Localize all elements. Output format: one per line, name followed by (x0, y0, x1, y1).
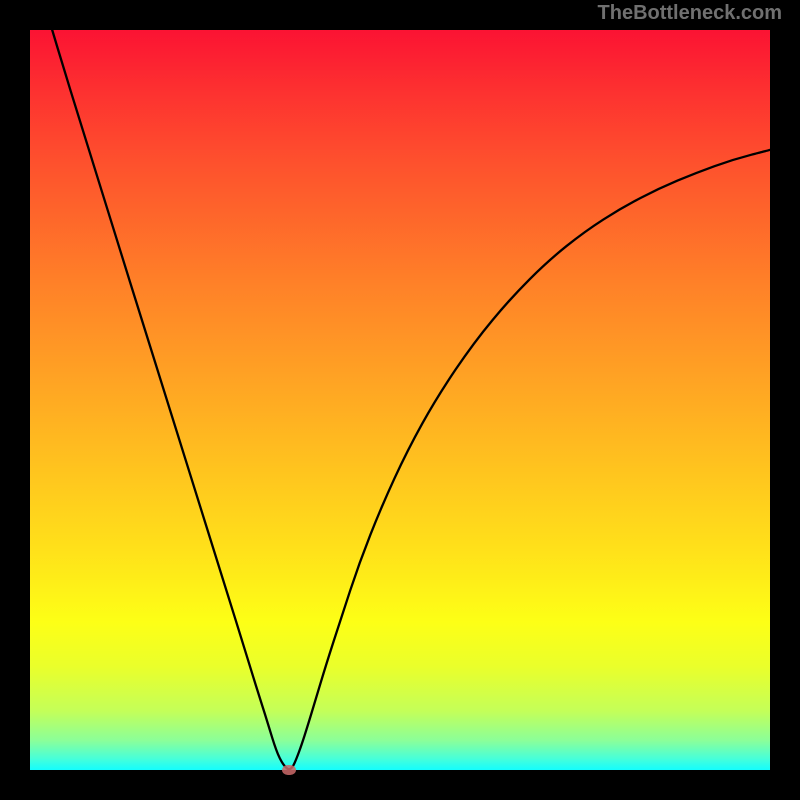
watermark-text: TheBottleneck.com (598, 2, 782, 25)
plot-area (30, 30, 770, 770)
chart-svg (30, 30, 770, 770)
minimum-marker (282, 765, 296, 775)
bottleneck-curve (52, 30, 770, 769)
